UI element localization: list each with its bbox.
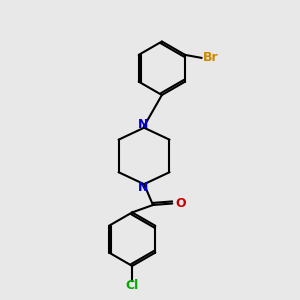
Text: O: O <box>175 197 186 210</box>
Text: Cl: Cl <box>125 279 139 292</box>
Text: N: N <box>137 181 148 194</box>
Text: N: N <box>137 118 148 131</box>
Text: Br: Br <box>203 51 218 64</box>
